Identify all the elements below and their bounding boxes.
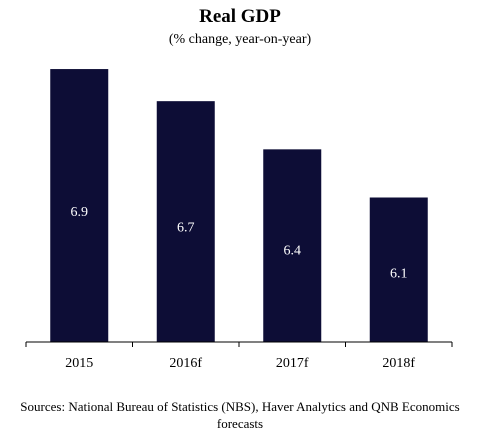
x-tick-label-2015: 2015: [65, 356, 93, 371]
x-tick-label-2016f: 2016f: [169, 356, 202, 371]
data-label-2018f: 6.1: [390, 267, 408, 282]
bar-2016f: [156, 101, 215, 343]
bar-chart: 6.9 2015 6.7 2016f 6.4 2017f 6.1 2018f: [25, 69, 453, 371]
data-label-2017f: 6.4: [284, 244, 302, 259]
bar-2017f: [263, 149, 322, 342]
bar-2018f: [369, 197, 428, 342]
x-tick-label-2017f: 2017f: [276, 356, 309, 371]
chart-subtitle: (% change, year-on-year): [168, 32, 312, 47]
source-note: Sources: National Bureau of Statistics (…: [20, 399, 460, 431]
x-tick-label-2018f: 2018f: [382, 356, 415, 371]
chart-title: Real GDP: [199, 6, 281, 27]
data-label-2016f: 6.7: [177, 220, 195, 235]
data-label-2015: 6.9: [71, 205, 89, 220]
bar-2015: [50, 69, 109, 343]
